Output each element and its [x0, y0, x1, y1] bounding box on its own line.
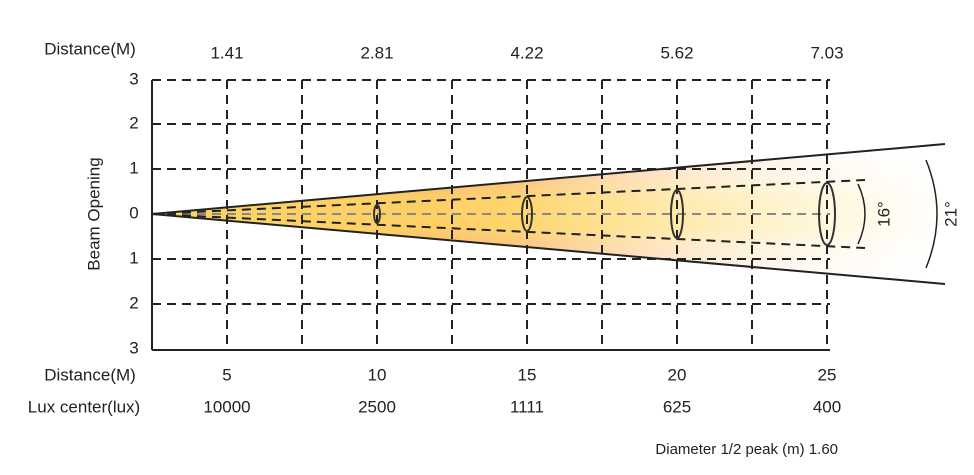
- distance-value: 10: [368, 365, 387, 384]
- labels: 32101231.415100002.811025004.221511115.6…: [129, 43, 843, 416]
- y-tick-label: 2: [129, 113, 138, 132]
- beam-edge: [151, 143, 946, 215]
- distance-value: 20: [668, 365, 687, 384]
- top-tick-label: 2.81: [360, 43, 393, 62]
- y-tick-label: 2: [129, 293, 138, 312]
- y-tick-label: 0: [129, 203, 138, 222]
- lux-label: Lux center(lux): [28, 397, 140, 416]
- top-tick-label: 1.41: [210, 43, 243, 62]
- distance-label: Distance(M): [44, 365, 136, 384]
- y-tick-label: 3: [129, 338, 138, 357]
- grid: [152, 79, 830, 350]
- y-tick-label: 1: [129, 158, 138, 177]
- beam-edge: [151, 213, 946, 285]
- lux-value: 400: [813, 397, 841, 416]
- top-tick-label: 4.22: [510, 43, 543, 62]
- lux-value: 10000: [203, 397, 250, 416]
- y-tick-label: 3: [129, 69, 138, 88]
- y-axis-title: Beam Opening: [84, 157, 103, 270]
- top-tick-label: 7.03: [810, 43, 843, 62]
- y-tick-label: 1: [129, 248, 138, 267]
- top-axis-label: Distance(M): [44, 39, 136, 58]
- distance-value: 25: [818, 365, 837, 384]
- angle-label: 21°: [941, 201, 960, 227]
- arc-16: [857, 183, 866, 245]
- distance-value: 5: [222, 365, 231, 384]
- spots: [373, 182, 836, 246]
- footnote: Diameter 1/2 peak (m) 1.60: [655, 441, 838, 458]
- lux-value: 2500: [358, 397, 396, 416]
- angle-label: 16°: [874, 201, 893, 227]
- distance-value: 15: [518, 365, 537, 384]
- arc-21: [925, 159, 938, 269]
- lux-value: 625: [663, 397, 691, 416]
- top-tick-label: 5.62: [660, 43, 693, 62]
- lux-value: 1111: [510, 397, 544, 416]
